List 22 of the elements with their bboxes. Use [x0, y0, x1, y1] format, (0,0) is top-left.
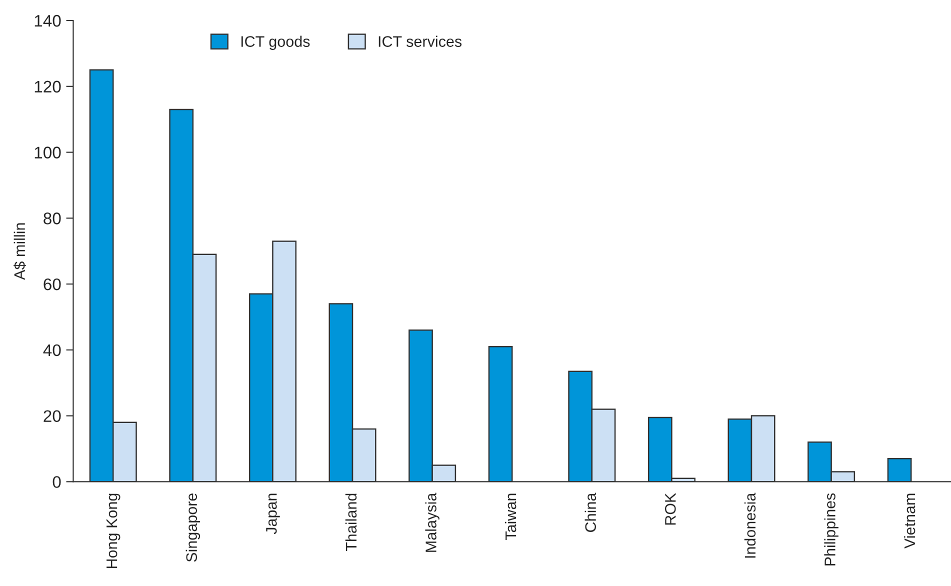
- x-tick-label: ROK: [664, 492, 676, 525]
- y-tick-label: 120: [34, 80, 61, 93]
- x-tick-label: Singapore: [186, 493, 200, 562]
- y-tick-label: 100: [34, 146, 61, 158]
- x-tick-label: Malaysia: [425, 492, 440, 552]
- x-tick-label: China: [584, 492, 596, 532]
- x-tick-label: Indonesia: [744, 492, 756, 558]
- y-tick-label: 60: [44, 278, 61, 290]
- x-tick-label: Philippines: [824, 493, 838, 566]
- x-tick-label: Thailand: [345, 494, 357, 552]
- y-tick-label: 20: [44, 410, 61, 422]
- y-tick-label: 80: [44, 212, 61, 224]
- x-tick-label: Vietnam: [904, 494, 916, 549]
- y-tick-label: 0: [52, 476, 61, 488]
- legend-label: ICT goods: [241, 36, 310, 50]
- y-axis-title: A$ millin: [14, 223, 26, 280]
- x-tick-label: Taiwan: [504, 494, 516, 540]
- x-tick-label: Japan: [266, 494, 280, 534]
- legend-label: ICT services: [378, 36, 462, 47]
- x-tick-label: Hong Kong: [106, 494, 120, 568]
- y-tick-label: 40: [43, 344, 61, 356]
- y-tick-label: 140: [34, 14, 61, 27]
